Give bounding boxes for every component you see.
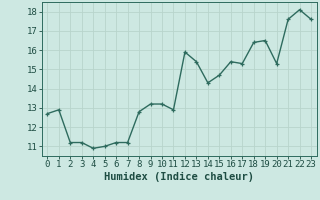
X-axis label: Humidex (Indice chaleur): Humidex (Indice chaleur) xyxy=(104,172,254,182)
